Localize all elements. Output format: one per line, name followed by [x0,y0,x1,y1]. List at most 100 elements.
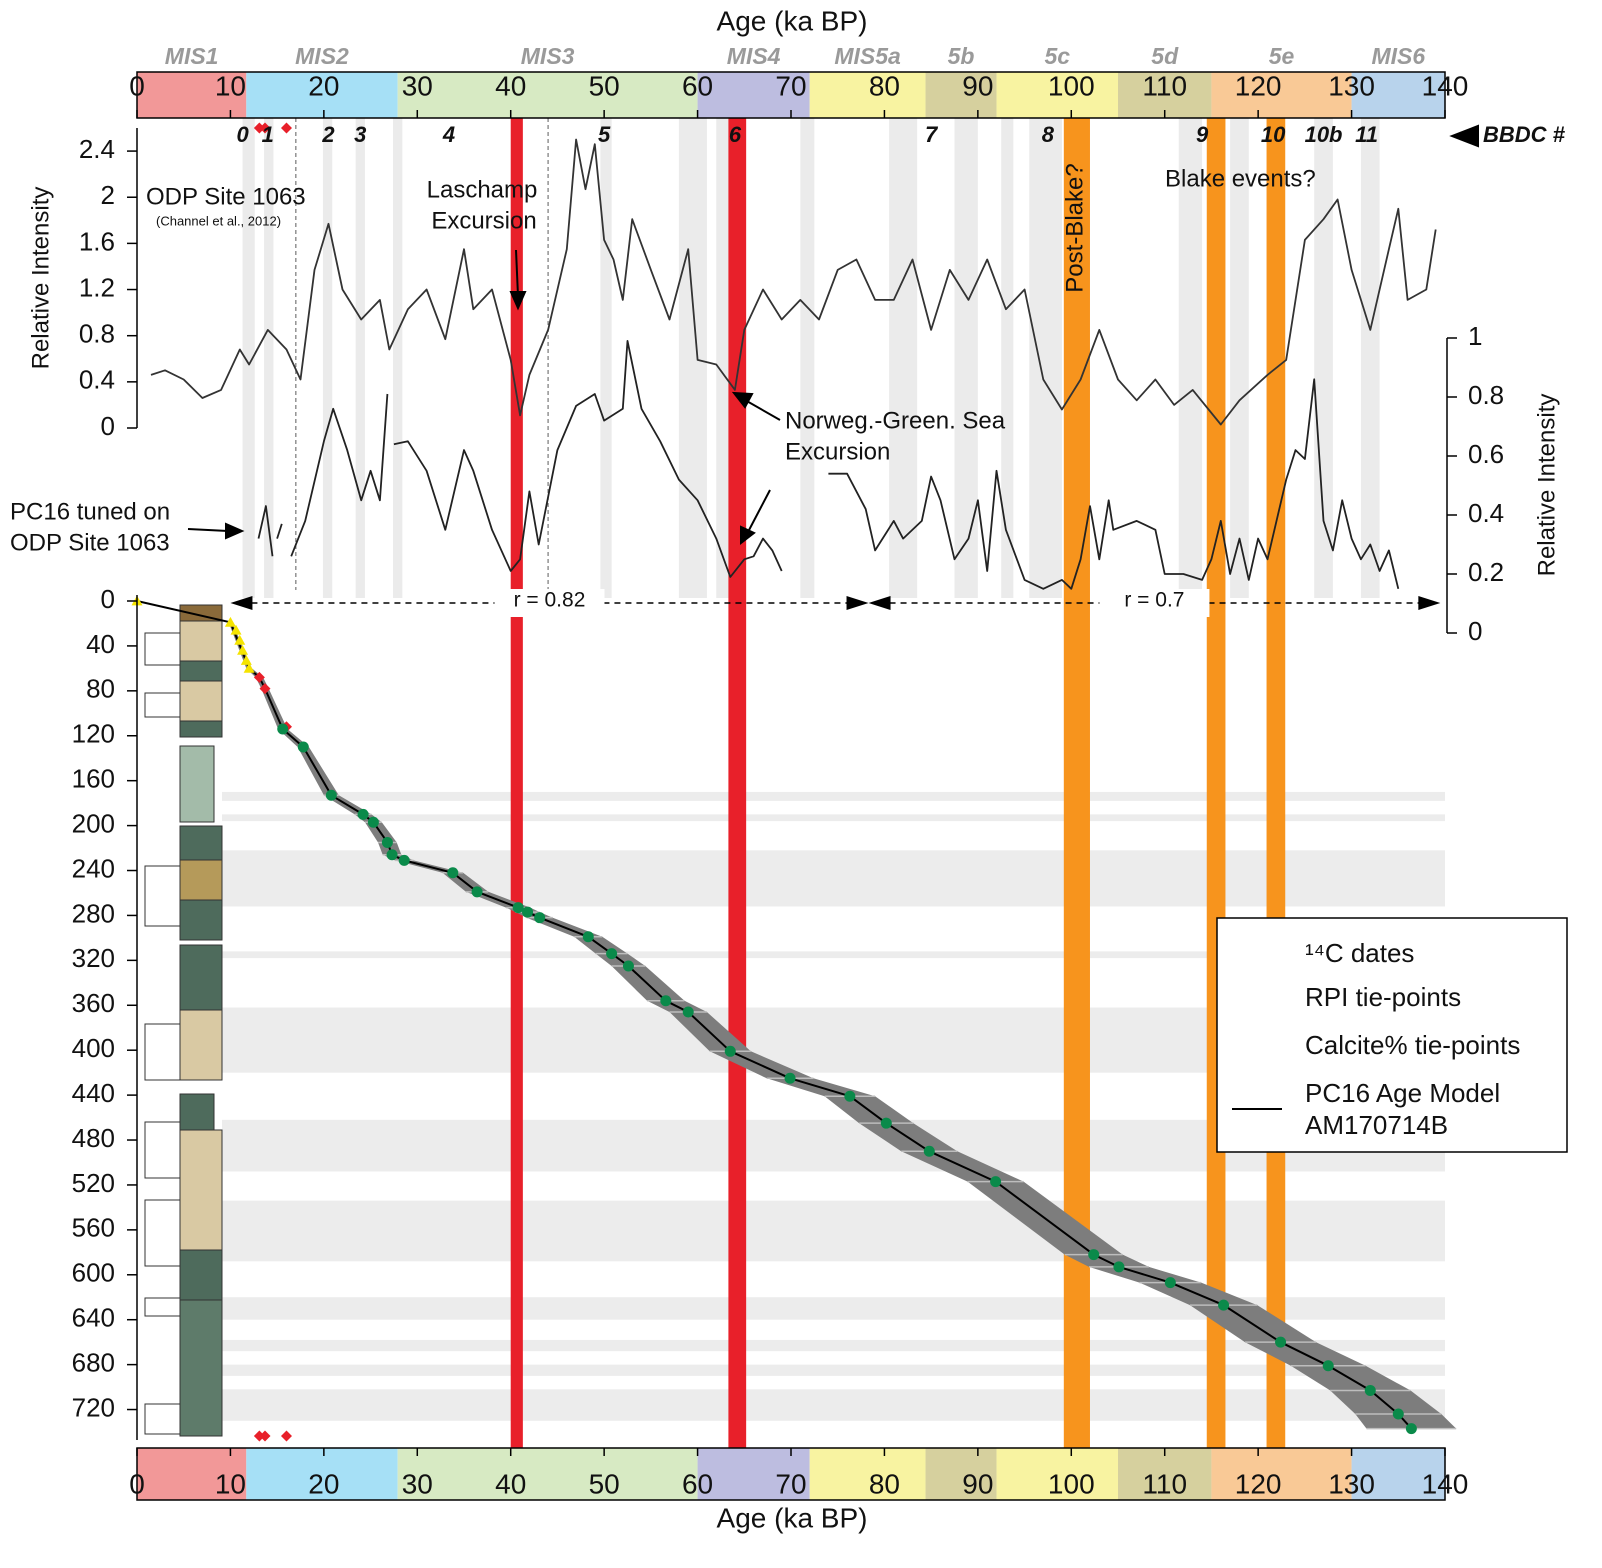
bbdc-number: 10 [1261,122,1286,147]
y2-tick-label: 0.8 [1468,380,1504,410]
x-tick-label: 40 [495,70,526,101]
legend-label: AM170714B [1305,1110,1448,1140]
arrows [187,124,1479,546]
depth-tick-label: 240 [72,853,115,883]
circle-marker [297,741,309,753]
excursion-band [1266,118,1286,1448]
depth-tick-label: 80 [86,674,115,704]
litho-unit [179,680,223,722]
arrowhead [230,596,253,610]
right-axis-title: Relative Intensity [1533,394,1560,577]
diamond-marker [259,122,271,134]
gray-band [600,118,612,598]
depth-band [222,814,1445,822]
x-tick-label: 50 [589,1468,620,1499]
diamond-marker [253,671,265,683]
y2-tick-label: 0.6 [1468,439,1504,469]
mis-label: MIS4 [727,43,781,69]
y2-tick-label: 0.2 [1468,557,1504,587]
arrowhead [868,596,891,610]
circle-marker [582,931,594,943]
diamond-marker [253,1430,265,1442]
mis-band [1118,1448,1212,1500]
depth-tick-label: 480 [72,1123,115,1153]
bbdc-number: 1 [262,122,274,147]
depth-tick-label: 320 [72,943,115,973]
x-tick-label: 110 [1142,70,1187,101]
bbdc-number: 4 [442,122,455,147]
circle-marker [682,1006,694,1018]
circle-marker [1364,1384,1376,1396]
bbdc-arrowhead [1449,124,1479,148]
arrow [187,528,229,532]
depth-tick-label: 120 [72,719,115,749]
bbdc-number: 11 [1355,122,1378,147]
depth-band [222,1364,1445,1376]
label-bg [1099,589,1210,617]
line [150,138,1437,426]
diamond-marker [280,1430,292,1442]
y-tick-label: 1.6 [79,226,115,256]
mis-band [137,1448,247,1500]
depth-tick-label: 680 [72,1347,115,1377]
mis-band [809,72,926,118]
circle-marker [923,1145,935,1157]
circle-marker [447,867,459,879]
x-tick-label: 40 [495,1468,526,1499]
mis-band [925,1448,997,1500]
diamond-marker [280,122,292,134]
mis-label: 5d [1151,43,1179,69]
gray-band [1029,118,1062,598]
mis-label: 5b [948,43,975,69]
arrowhead [731,391,754,409]
bbdc-number: 0 [236,122,249,147]
correlation-label: r = 0.7 [1124,589,1184,612]
arrowhead [1418,596,1441,610]
arrowhead [225,522,245,540]
mis-band [397,72,698,118]
circle-marker [522,906,534,918]
circle-marker [1218,1299,1230,1311]
arrowhead [509,291,527,311]
gray-band [242,118,255,598]
bbdc-number: 2 [321,122,335,147]
x-tick-label: 120 [1235,70,1282,101]
excursion-band [1206,118,1226,1448]
litho-unit [179,899,223,941]
y-tick-label: 0.4 [79,365,115,395]
x-tick-label: 100 [1048,70,1095,101]
y-tick-label: 2.4 [79,134,115,164]
bottom-axis-title: Age (ka BP) [717,1502,868,1533]
bbdc-number: 3 [354,122,366,147]
x-tick-label: 130 [1328,70,1375,101]
litho-unit [179,660,223,682]
grain-box [144,1297,181,1317]
circle-marker [1405,1423,1417,1435]
x-tick-label: 30 [402,1468,433,1499]
grain-box [144,1121,181,1179]
litho-unit [179,620,223,662]
correlation-label: r = 0.82 [514,589,586,612]
depth-tick-label: 400 [72,1033,115,1063]
triangle-marker [240,655,252,665]
bbdc-number: 7 [925,122,939,147]
gray-band [800,118,815,598]
mis-band [1211,1448,1352,1500]
x-tick-label: 80 [869,1468,900,1499]
circle-marker [784,1072,796,1084]
legend-label: RPI tie-points [1305,982,1461,1012]
y2-tick-label: 0.4 [1468,498,1504,528]
circle-marker [534,912,546,924]
circle-marker [381,836,393,848]
legend-box [1216,917,1568,1153]
x-tick-label: 0 [129,1468,145,1499]
circle-marker [606,948,618,960]
litho-unit [179,1299,223,1437]
background-layer [222,118,1445,1448]
bbdc-number: 10b [1305,122,1343,147]
x-tick-label: 10 [215,70,246,101]
depth-band [222,1200,1445,1262]
mis-band [925,72,997,118]
excursion-band [510,118,523,1448]
